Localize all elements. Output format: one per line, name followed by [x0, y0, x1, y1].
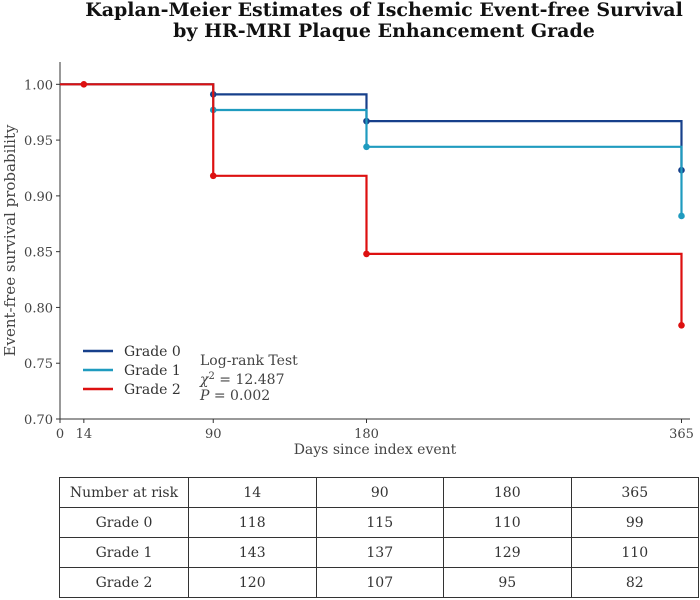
x-tick-label: 90 — [205, 427, 222, 442]
km-curve-grade-2 — [60, 83, 683, 326]
chi-superscript: 2 — [208, 371, 214, 382]
x-tick-label: 365 — [669, 427, 694, 442]
legend-label-grade-0: Grade 0 — [124, 344, 181, 360]
risk-table-cell: 14 — [188, 477, 317, 508]
risk-table-cell: 120 — [188, 567, 317, 598]
risk-table-cell: 118 — [188, 507, 317, 538]
risk-table-cell: 110 — [570, 537, 699, 568]
risk-table-row: Grade 2 120 107 95 82 — [59, 567, 699, 598]
title-line-1: Kaplan-Meier Estimates of Ischemic Event… — [85, 0, 683, 21]
title-line-2: by HR-MRI Plaque Enhancement Grade — [173, 20, 595, 42]
risk-table-cell: 180 — [443, 477, 572, 508]
risk-table-cell: 82 — [570, 567, 699, 598]
chi-symbol: χ — [199, 372, 210, 388]
risk-table-row-label: Grade 2 — [59, 567, 189, 598]
risk-table-cell: 99 — [570, 507, 699, 538]
p-symbol: P — [199, 388, 210, 404]
km-curve-grade-0 — [60, 83, 683, 171]
y-tick-label: 0.95 — [24, 134, 53, 149]
risk-table-cell: 115 — [315, 507, 444, 538]
p-value: P = 0.002 — [199, 388, 270, 404]
risk-table-cell: 90 — [315, 477, 444, 508]
y-tick-label: 0.70 — [24, 413, 53, 428]
risk-table-row-label: Grade 0 — [59, 507, 189, 538]
chi-value: = 12.487 — [215, 372, 285, 388]
censor-marker-grade-2 — [80, 81, 88, 88]
legend-label-grade-2: Grade 2 — [124, 382, 181, 398]
risk-table-header-row: Number at risk 14 90 180 365 — [59, 477, 699, 508]
chi-square-value: χ2 = 12.487 — [199, 371, 284, 388]
x-tick-label: 180 — [354, 427, 379, 442]
series-layer — [60, 81, 685, 329]
risk-table: Number at risk 14 90 180 365 Grade 0 118 115 110… — [59, 477, 699, 598]
risk-table-cell: 137 — [315, 537, 444, 568]
censor-marker-grade-2 — [678, 321, 685, 329]
axes: 0.70 0.75 0.80 0.85 0.90 0.95 1.00 0 14 90 180 365 D… — [1, 62, 694, 458]
y-tick-label: 0.85 — [24, 246, 53, 261]
y-tick-label: 0.75 — [24, 357, 53, 372]
risk-table-cell: 95 — [443, 567, 572, 598]
risk-table-cell: 143 — [188, 537, 317, 568]
legend: Grade 0 Grade 1 Grade 2 — [83, 344, 181, 398]
x-tick-label: 14 — [76, 427, 93, 442]
risk-table-cell: 365 — [570, 477, 699, 508]
censor-marker-grade-1 — [363, 143, 370, 151]
p-number: = 0.002 — [209, 388, 270, 404]
y-tick-label: 0.90 — [24, 190, 53, 205]
censor-marker-grade-2 — [363, 250, 370, 258]
y-tick-label: 0.80 — [24, 301, 53, 316]
risk-table-row-label: Grade 1 — [59, 537, 189, 568]
risk-table-row: Grade 1 143 137 129 110 — [59, 537, 699, 568]
censor-marker-grade-2 — [209, 172, 217, 180]
censor-marker-grade-1 — [678, 212, 685, 220]
risk-table-cell: 107 — [315, 567, 444, 598]
x-axis-label: Days since index event — [294, 442, 457, 458]
test-name: Log-rank Test — [200, 353, 298, 369]
risk-table-row-label: Number at risk — [59, 477, 189, 508]
y-tick-label: 1.00 — [24, 78, 53, 93]
risk-table-cell: 110 — [443, 507, 572, 538]
risk-table-cell: 129 — [443, 537, 572, 568]
x-tick-label: 0 — [56, 427, 64, 442]
legend-label-grade-1: Grade 1 — [124, 363, 181, 379]
y-axis-label: Event-free survival probability — [1, 124, 19, 356]
km-curve-grade-1 — [60, 83, 683, 216]
km-plot: 0.70 0.75 0.80 0.85 0.90 0.95 1.00 0 14 90 180 365 D… — [1, 62, 694, 458]
chart-title: Kaplan-Meier Estimates of Ischemic Event… — [0, 0, 700, 42]
risk-table-row: Grade 0 118 115 110 99 — [59, 507, 699, 538]
